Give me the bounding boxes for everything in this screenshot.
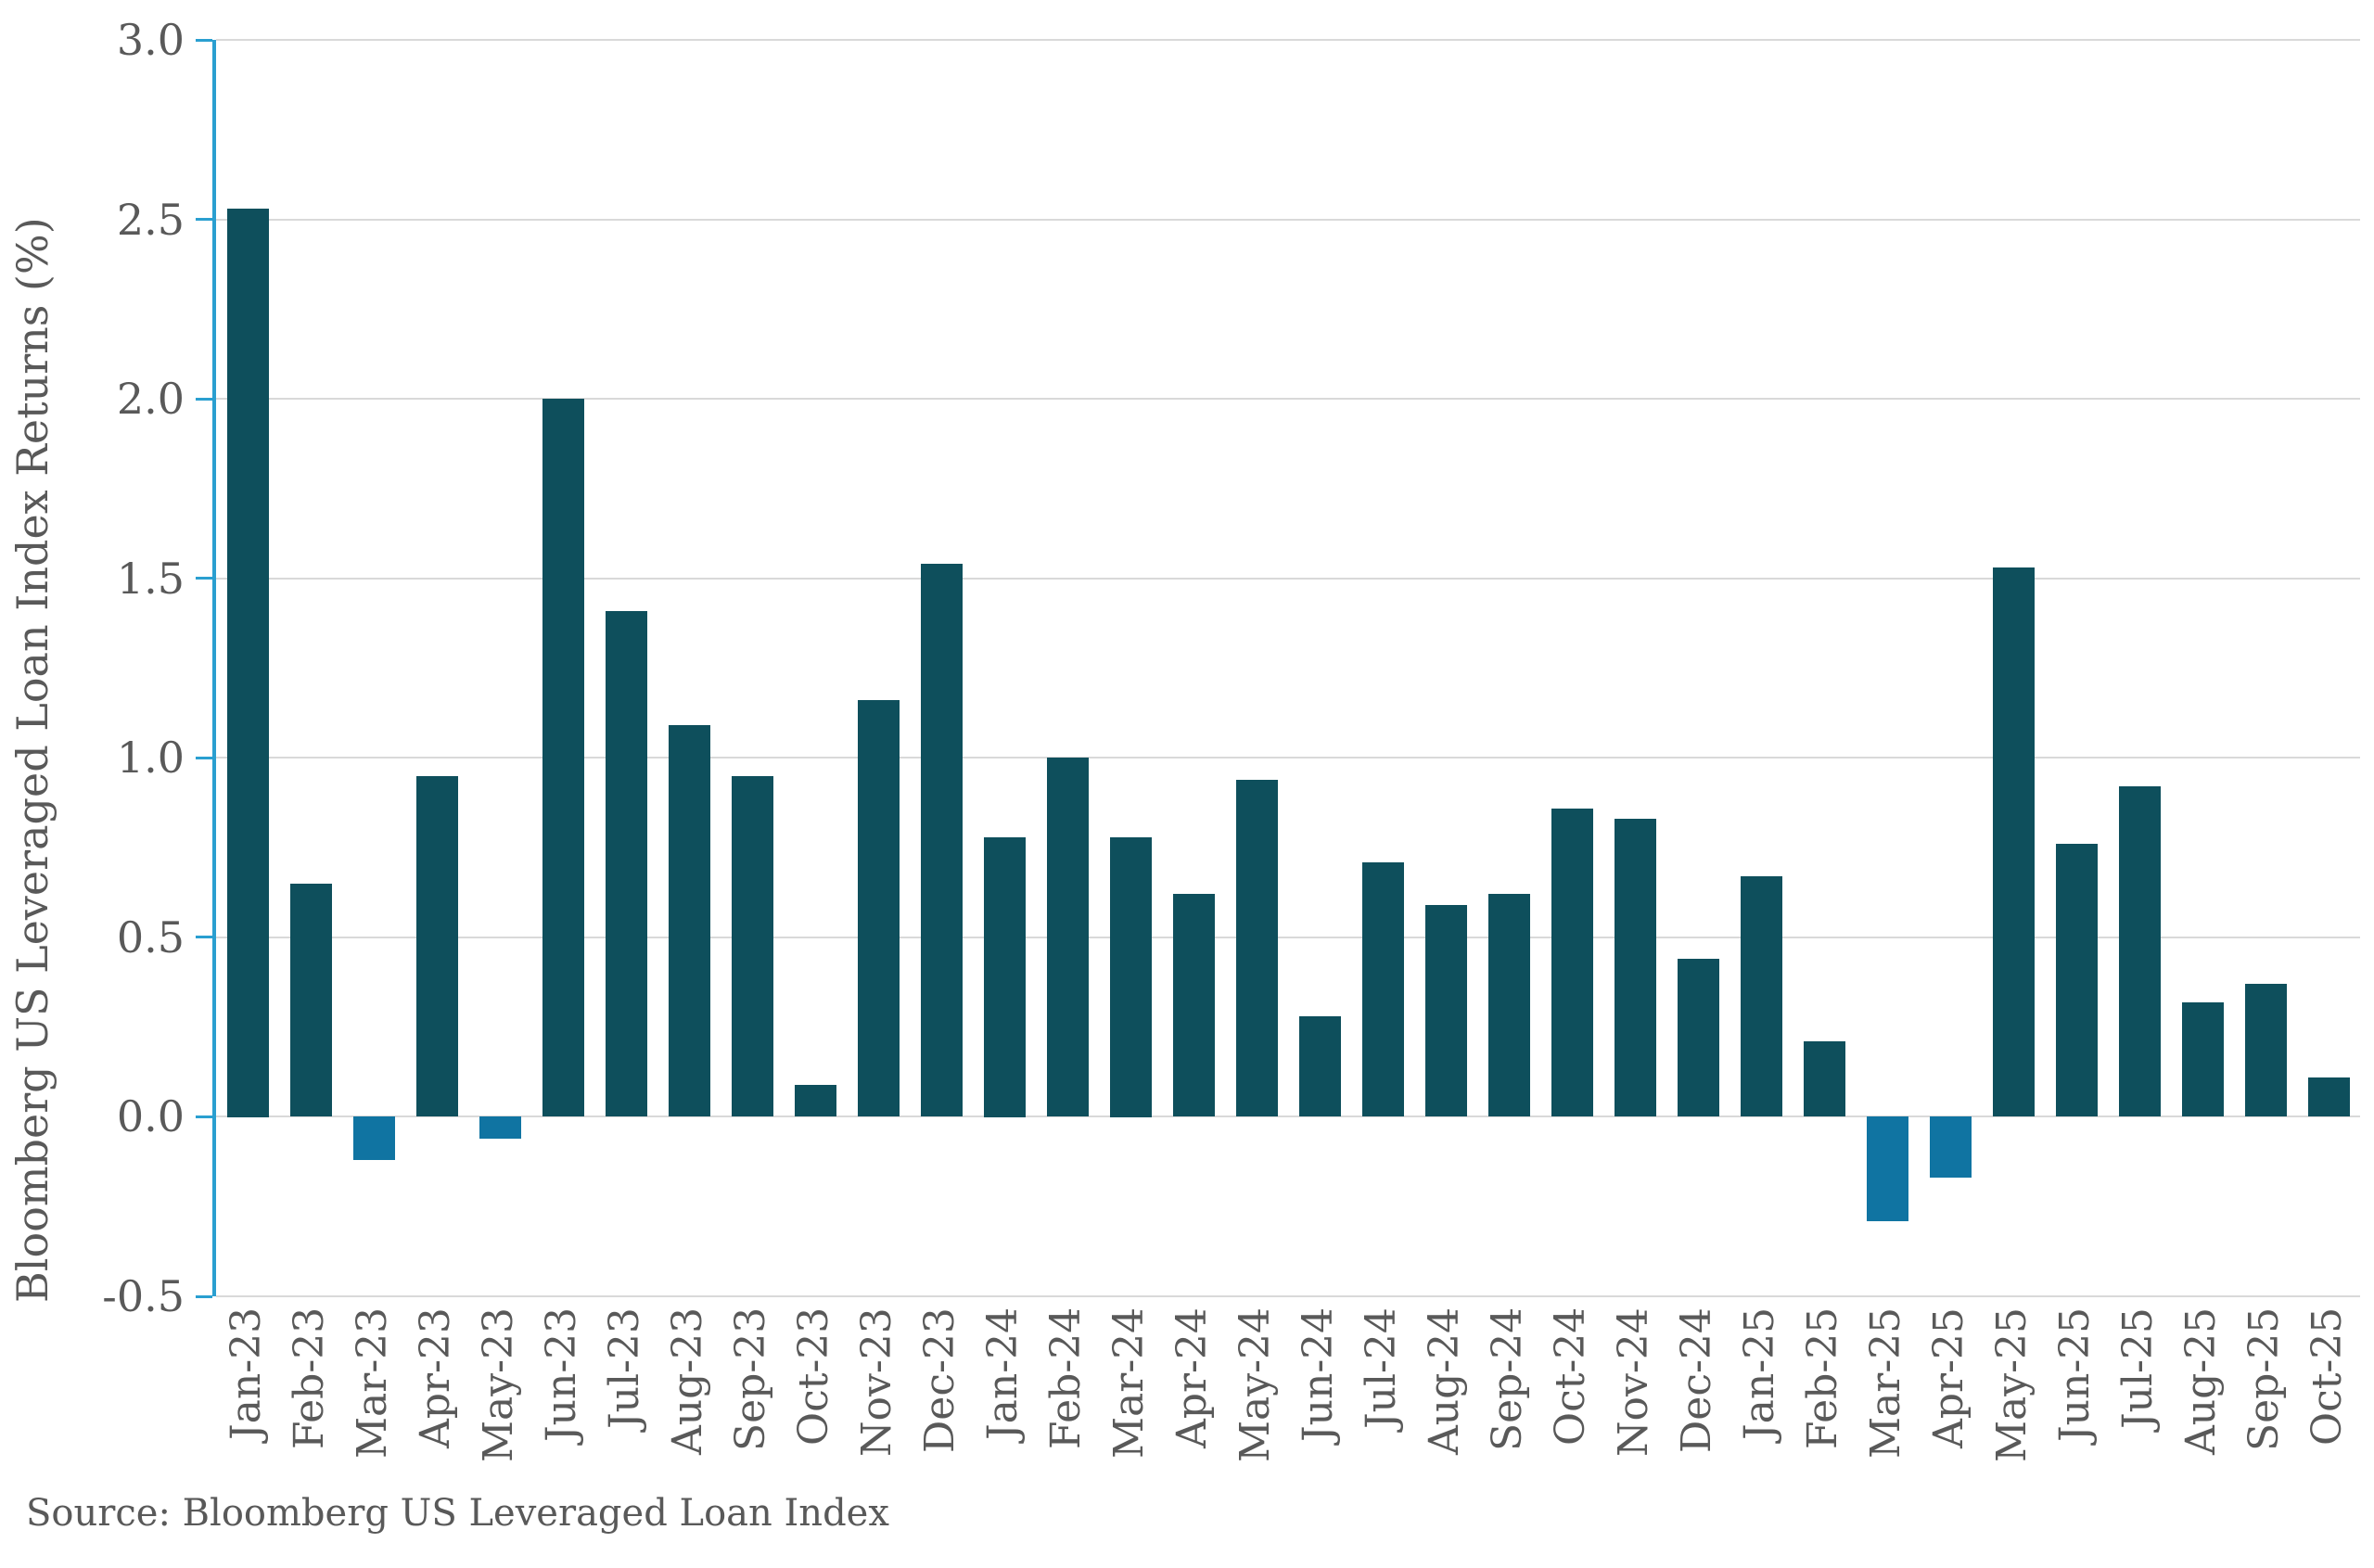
bar-Sep-24 (1487, 894, 1530, 1117)
x-axis-label: Jan-25 (1736, 1307, 1783, 1441)
y-tick-label: 1.0 (116, 733, 185, 784)
bar-Feb-25 (1803, 1041, 1845, 1117)
bar-Jun-23 (542, 399, 584, 1117)
gridline (216, 1115, 2360, 1118)
x-axis-label: Mar-24 (1105, 1307, 1153, 1460)
gridline (216, 757, 2360, 759)
bar-Oct-23 (794, 1084, 836, 1117)
x-axis-label: Nov-23 (853, 1307, 900, 1457)
bar-Apr-24 (1172, 894, 1215, 1117)
source-note: Source: Bloomberg US Leveraged Loan Inde… (26, 1492, 889, 1535)
bar-Oct-25 (2307, 1077, 2350, 1117)
bar-Nov-23 (857, 700, 900, 1117)
x-axis-label: May-25 (1988, 1307, 2036, 1462)
bar-Sep-25 (2244, 984, 2287, 1117)
x-axis-label: Feb-23 (286, 1307, 333, 1450)
bar-Feb-23 (289, 883, 332, 1117)
y-tick-label: 0.0 (116, 1091, 185, 1142)
y-axis-tick (196, 38, 212, 42)
bar-Mar-24 (1109, 836, 1152, 1117)
x-axis-label: Jun-24 (1295, 1307, 1342, 1443)
y-axis-tick (196, 1294, 212, 1298)
bar-Aug-24 (1424, 905, 1467, 1117)
bar-Mar-23 (352, 1116, 395, 1160)
bar-Jul-23 (605, 610, 647, 1117)
y-axis-tick (196, 577, 212, 580)
y-axis-tick (196, 218, 212, 222)
x-axis-label: Jul-25 (2114, 1307, 2162, 1429)
x-axis-label: May-23 (475, 1307, 522, 1462)
x-axis-label: May-24 (1232, 1307, 1279, 1462)
x-axis-label: Jun-25 (2051, 1307, 2099, 1443)
x-axis-label: Sep-23 (727, 1307, 774, 1452)
x-axis-label: Jul-24 (1358, 1307, 1405, 1429)
bar-Feb-24 (1046, 758, 1089, 1117)
y-axis-tick (196, 1115, 212, 1118)
gridline (216, 218, 2360, 221)
y-tick-label: 2.0 (116, 374, 185, 425)
bar-Dec-23 (920, 564, 963, 1117)
y-axis-tick (196, 936, 212, 939)
x-axis-label: Oct-23 (790, 1307, 837, 1447)
bar-Aug-23 (668, 725, 710, 1117)
y-tick-label: 2.5 (116, 194, 185, 245)
y-tick-label: -0.5 (102, 1271, 185, 1321)
x-axis-label: Nov-24 (1610, 1307, 1657, 1457)
plot-area (216, 39, 2360, 1297)
y-axis-tick (196, 397, 212, 401)
x-axis-label: Jan-24 (979, 1307, 1027, 1441)
x-axis-label: Jun-23 (538, 1307, 585, 1443)
bar-Apr-25 (1929, 1116, 1972, 1179)
x-axis-label: Oct-25 (2304, 1307, 2351, 1447)
bar-Aug-25 (2181, 1001, 2224, 1117)
bar-May-24 (1235, 779, 1278, 1117)
y-tick-label: 3.0 (116, 15, 185, 65)
x-axis-label: Apr-23 (412, 1307, 459, 1448)
bar-Mar-25 (1866, 1116, 1908, 1221)
x-axis-label: Apr-25 (1925, 1307, 1972, 1448)
x-axis-label: Feb-25 (1799, 1307, 1846, 1450)
y-axis-line (212, 40, 216, 1296)
bar-Jan-25 (1740, 876, 1782, 1117)
x-axis-label: Oct-24 (1547, 1307, 1594, 1447)
bar-Jan-23 (226, 209, 269, 1117)
gridline (216, 1295, 2360, 1297)
x-axis-label: Jul-23 (601, 1307, 648, 1429)
x-axis-label: Apr-24 (1168, 1307, 1216, 1448)
x-axis-label: Sep-24 (1484, 1307, 1531, 1452)
x-axis-label: Dec-23 (916, 1307, 964, 1453)
x-axis-label: Aug-23 (664, 1307, 711, 1456)
bar-May-25 (1992, 567, 2035, 1117)
gridline (216, 936, 2360, 938)
bar-May-23 (479, 1116, 521, 1139)
gridline (216, 39, 2360, 41)
bar-Jul-24 (1361, 861, 1404, 1117)
bar-Jun-24 (1298, 1016, 1341, 1117)
bar-Sep-23 (731, 775, 773, 1117)
bar-Jan-24 (983, 836, 1026, 1117)
x-axis-label: Feb-24 (1042, 1307, 1090, 1450)
bar-Jun-25 (2055, 844, 2098, 1117)
x-axis-label: Sep-25 (2240, 1307, 2288, 1452)
bar-Dec-24 (1677, 959, 1719, 1117)
y-tick-label: 1.5 (116, 553, 185, 604)
x-axis-label: Jan-23 (223, 1307, 270, 1441)
bar-Nov-24 (1614, 819, 1656, 1117)
y-tick-label: 0.5 (116, 911, 185, 962)
x-axis-label: Aug-24 (1421, 1307, 1468, 1456)
x-axis-label: Aug-25 (2177, 1307, 2225, 1456)
y-axis-tick (196, 756, 212, 759)
x-axis-label: Mar-23 (349, 1307, 396, 1460)
x-axis-label: Dec-24 (1673, 1307, 1720, 1453)
bar-Jul-25 (2118, 786, 2161, 1117)
gridline (216, 577, 2360, 580)
x-axis-label: Mar-25 (1862, 1307, 1909, 1460)
gridline (216, 398, 2360, 401)
bar-Oct-24 (1551, 808, 1593, 1117)
bar-Apr-23 (415, 775, 458, 1117)
